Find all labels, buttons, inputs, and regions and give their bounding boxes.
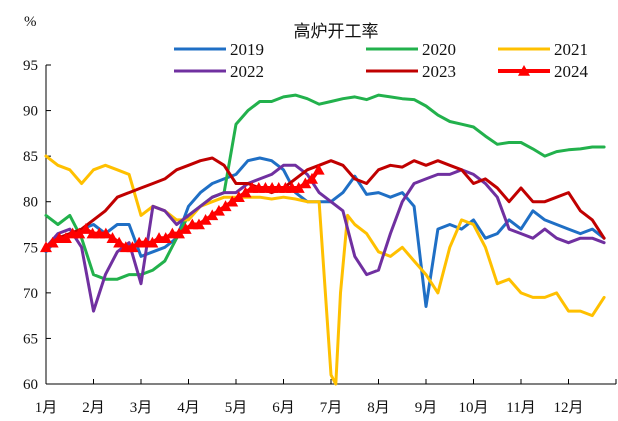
x-tick-label: 5月 <box>225 400 248 416</box>
series-marker-2024 <box>199 213 212 225</box>
legend-label-2024: 2024 <box>554 62 589 81</box>
x-tick-label: 6月 <box>272 400 295 416</box>
legend-label-2021: 2021 <box>554 40 588 59</box>
series-marker-2024 <box>206 209 219 221</box>
series-marker-2024 <box>219 200 232 212</box>
series-marker-2024 <box>159 232 172 243</box>
series-marker-2024 <box>192 218 205 230</box>
series-marker-2024 <box>59 232 72 243</box>
legend-label-2022: 2022 <box>230 62 264 81</box>
x-tick-label: 4月 <box>177 400 200 416</box>
series-marker-2024 <box>73 227 86 239</box>
legend-label-2019: 2019 <box>230 40 264 59</box>
x-tick-label: 2月 <box>82 400 105 416</box>
series-marker-2024 <box>306 172 318 184</box>
series-marker-2024 <box>46 236 59 248</box>
series-marker-2024 <box>312 163 325 175</box>
series-marker-2024 <box>292 182 305 193</box>
series-marker-2024 <box>173 227 185 239</box>
y-tick-label: 85 <box>23 149 38 165</box>
series-marker-2024 <box>99 227 112 239</box>
series-marker-2024 <box>299 177 312 189</box>
series-marker-2024 <box>113 236 126 248</box>
y-axis-unit-label: % <box>24 14 37 30</box>
series-marker-2024 <box>226 195 239 207</box>
x-tick-label: 9月 <box>415 400 438 416</box>
series-marker-2024 <box>212 204 225 216</box>
x-tick-label: 11月 <box>506 400 535 416</box>
legend-marker-2024 <box>518 65 530 76</box>
series-marker-2024 <box>179 223 192 234</box>
x-tick-label: 7月 <box>320 400 343 416</box>
y-tick-label: 95 <box>23 58 38 74</box>
series-marker-2024 <box>79 223 92 234</box>
series-marker-2024 <box>126 241 139 253</box>
series-line-2021 <box>44 154 606 386</box>
series-line-2023 <box>44 156 606 249</box>
y-tick-label: 90 <box>23 104 38 120</box>
legend: 2019 2020 2021 2022 2023 2024 <box>174 40 589 81</box>
legend-label-2023: 2023 <box>422 62 456 81</box>
x-tick-label: 10月 <box>458 400 488 416</box>
series-marker-2024 <box>232 191 245 202</box>
x-tick-label: 8月 <box>367 400 390 416</box>
y-tick-label: 65 <box>23 331 38 347</box>
x-tick-label: 12月 <box>553 400 583 416</box>
series-group <box>40 93 606 386</box>
y-tick-label: 80 <box>23 195 38 211</box>
y-tick-label: 75 <box>23 240 38 256</box>
series-marker-2024 <box>40 241 52 253</box>
series-line-2019 <box>44 156 606 308</box>
x-tick-label: 1月 <box>35 400 58 416</box>
x-tick-label: 3月 <box>130 400 153 416</box>
series-marker-2024 <box>239 186 252 198</box>
axes: 60 65 70 75 80 85 90 95 1月 2月 3月 4月 5月 6月 7月 8月 9月 10月 11月… <box>23 58 617 416</box>
series-line-2022 <box>44 163 606 313</box>
y-tick-label: 70 <box>23 286 38 302</box>
chart-title: 高炉开工率 <box>294 22 379 41</box>
y-tick-label: 60 <box>23 377 38 393</box>
series-marker-2024 <box>106 232 119 243</box>
series-marker-2024 <box>146 236 159 248</box>
legend-label-2020: 2020 <box>422 40 456 59</box>
